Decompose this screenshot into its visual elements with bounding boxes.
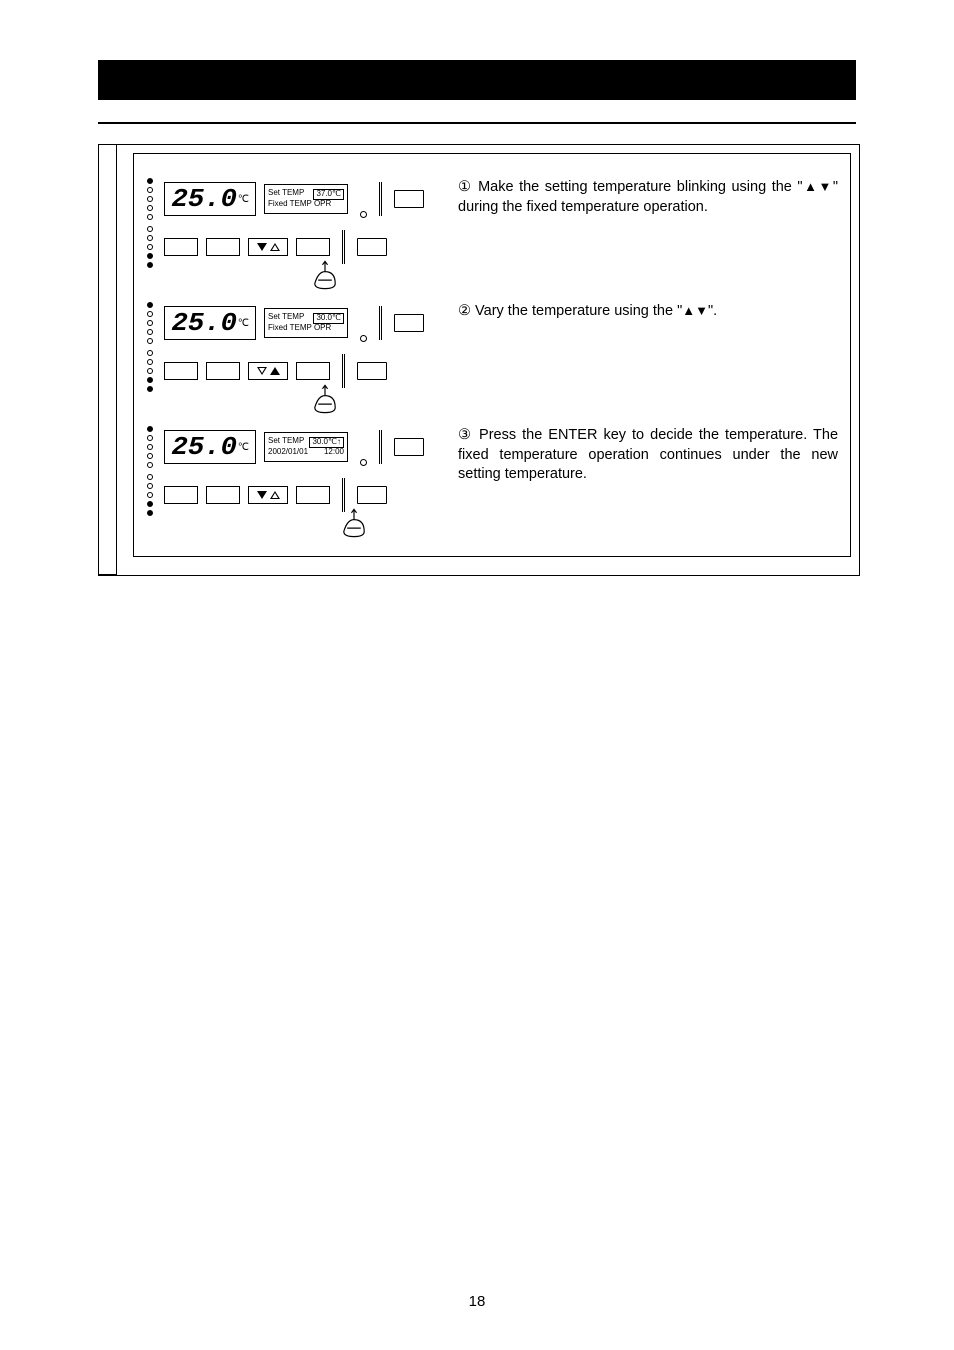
indicator-dot bbox=[360, 335, 367, 342]
enter-button[interactable] bbox=[296, 238, 330, 256]
enter-button[interactable] bbox=[296, 362, 330, 380]
panel-divider bbox=[379, 182, 382, 216]
step-2-description: ② Vary the temperature using the "▲▼". bbox=[458, 302, 840, 322]
panel-side-button[interactable] bbox=[394, 190, 424, 208]
control-panel-1: 25.0 ℃ Set TEMP37.0℃ Fixed TEMP OPR bbox=[144, 178, 444, 292]
panel-divider bbox=[379, 430, 382, 464]
panel-button-2[interactable] bbox=[206, 486, 240, 504]
up-arrow-icon bbox=[270, 243, 280, 251]
led-column-bottom bbox=[144, 350, 156, 392]
content-inner-frame: 25.0 ℃ Set TEMP37.0℃ Fixed TEMP OPR bbox=[133, 153, 851, 557]
enter-button[interactable] bbox=[296, 486, 330, 504]
seg7-unit: ℃ bbox=[238, 442, 249, 453]
up-arrow-icon bbox=[270, 367, 280, 375]
main-display: 25.0 ℃ bbox=[164, 182, 256, 216]
step-text-prefix: Vary the temperature using the " bbox=[475, 303, 682, 319]
mini-lcd: Set TEMP37.0℃ Fixed TEMP OPR bbox=[264, 184, 348, 214]
triangle-symbols: ▲▼ bbox=[682, 303, 708, 318]
down-arrow-icon bbox=[257, 491, 267, 499]
led-column-top bbox=[144, 178, 156, 220]
panel-button-1[interactable] bbox=[164, 486, 198, 504]
indicator-dot bbox=[360, 211, 367, 218]
seg7-value: 25.0 bbox=[172, 308, 238, 338]
panel-side-button[interactable] bbox=[394, 438, 424, 456]
panel-divider bbox=[342, 230, 345, 264]
up-down-button[interactable] bbox=[248, 238, 288, 256]
up-down-button[interactable] bbox=[248, 486, 288, 504]
step-text-prefix: Make the setting temperature blinking us… bbox=[478, 179, 802, 195]
indicator-dot bbox=[360, 459, 367, 466]
seg7-unit: ℃ bbox=[238, 318, 249, 329]
step-text: Press the ENTER key to decide the temper… bbox=[458, 427, 838, 482]
pointing-hand-icon bbox=[308, 382, 342, 416]
lcd-mode-label: Fixed TEMP OPR bbox=[268, 200, 331, 209]
panel-button-1[interactable] bbox=[164, 362, 198, 380]
step-3-block: 25.0 ℃ Set TEMP30.0℃↑ 2002/01/0112:00 bbox=[144, 426, 840, 540]
triangle-symbols: ▲▼ bbox=[803, 179, 833, 194]
lcd-date: 2002/01/01 bbox=[268, 448, 308, 457]
panel-button-2[interactable] bbox=[206, 238, 240, 256]
seg7-value: 25.0 bbox=[172, 432, 238, 462]
main-display: 25.0 ℃ bbox=[164, 430, 256, 464]
down-arrow-icon bbox=[257, 367, 267, 375]
seg7-unit: ℃ bbox=[238, 194, 249, 205]
panel-button-2[interactable] bbox=[206, 362, 240, 380]
panel-button-1[interactable] bbox=[164, 238, 198, 256]
led-column-bottom bbox=[144, 226, 156, 268]
pointing-hand-icon bbox=[337, 506, 371, 540]
up-arrow-icon bbox=[270, 491, 280, 499]
led-column-top bbox=[144, 302, 156, 344]
panel-side-button-2[interactable] bbox=[357, 486, 387, 504]
step-number: ② bbox=[458, 303, 471, 319]
control-panel-2: 25.0 ℃ Set TEMP30.0℃ Fixed TEMP OPR bbox=[144, 302, 444, 416]
panel-side-button[interactable] bbox=[394, 314, 424, 332]
pointing-hand-icon bbox=[308, 258, 342, 292]
led-column-top bbox=[144, 426, 156, 468]
step-1-description: ① Make the setting temperature blinking … bbox=[458, 178, 840, 217]
lcd-time: 12:00 bbox=[324, 448, 344, 457]
content-outer-frame: 25.0 ℃ Set TEMP37.0℃ Fixed TEMP OPR bbox=[98, 144, 860, 576]
seg7-value: 25.0 bbox=[172, 184, 238, 214]
led-column-bottom bbox=[144, 474, 156, 516]
step-number: ① bbox=[458, 179, 473, 195]
panel-side-button-2[interactable] bbox=[357, 362, 387, 380]
step-text-suffix: ". bbox=[708, 303, 717, 319]
up-down-button[interactable] bbox=[248, 362, 288, 380]
panel-divider bbox=[342, 354, 345, 388]
step-number: ③ bbox=[458, 427, 473, 443]
step-3-description: ③ Press the ENTER key to decide the temp… bbox=[458, 426, 840, 485]
panel-divider bbox=[379, 306, 382, 340]
header-black-bar bbox=[98, 60, 856, 100]
mini-lcd: Set TEMP30.0℃↑ 2002/01/0112:00 bbox=[264, 432, 348, 462]
control-panel-3: 25.0 ℃ Set TEMP30.0℃↑ 2002/01/0112:00 bbox=[144, 426, 444, 540]
panel-side-button-2[interactable] bbox=[357, 238, 387, 256]
step-1-block: 25.0 ℃ Set TEMP37.0℃ Fixed TEMP OPR bbox=[144, 178, 840, 292]
mini-lcd: Set TEMP30.0℃ Fixed TEMP OPR bbox=[264, 308, 348, 338]
horizontal-rule bbox=[98, 122, 856, 124]
step-2-block: 25.0 ℃ Set TEMP30.0℃ Fixed TEMP OPR bbox=[144, 302, 840, 416]
down-arrow-icon bbox=[257, 243, 267, 251]
main-display: 25.0 ℃ bbox=[164, 306, 256, 340]
page-number: 18 bbox=[0, 1293, 954, 1310]
lcd-mode-label: Fixed TEMP OPR bbox=[268, 324, 331, 333]
